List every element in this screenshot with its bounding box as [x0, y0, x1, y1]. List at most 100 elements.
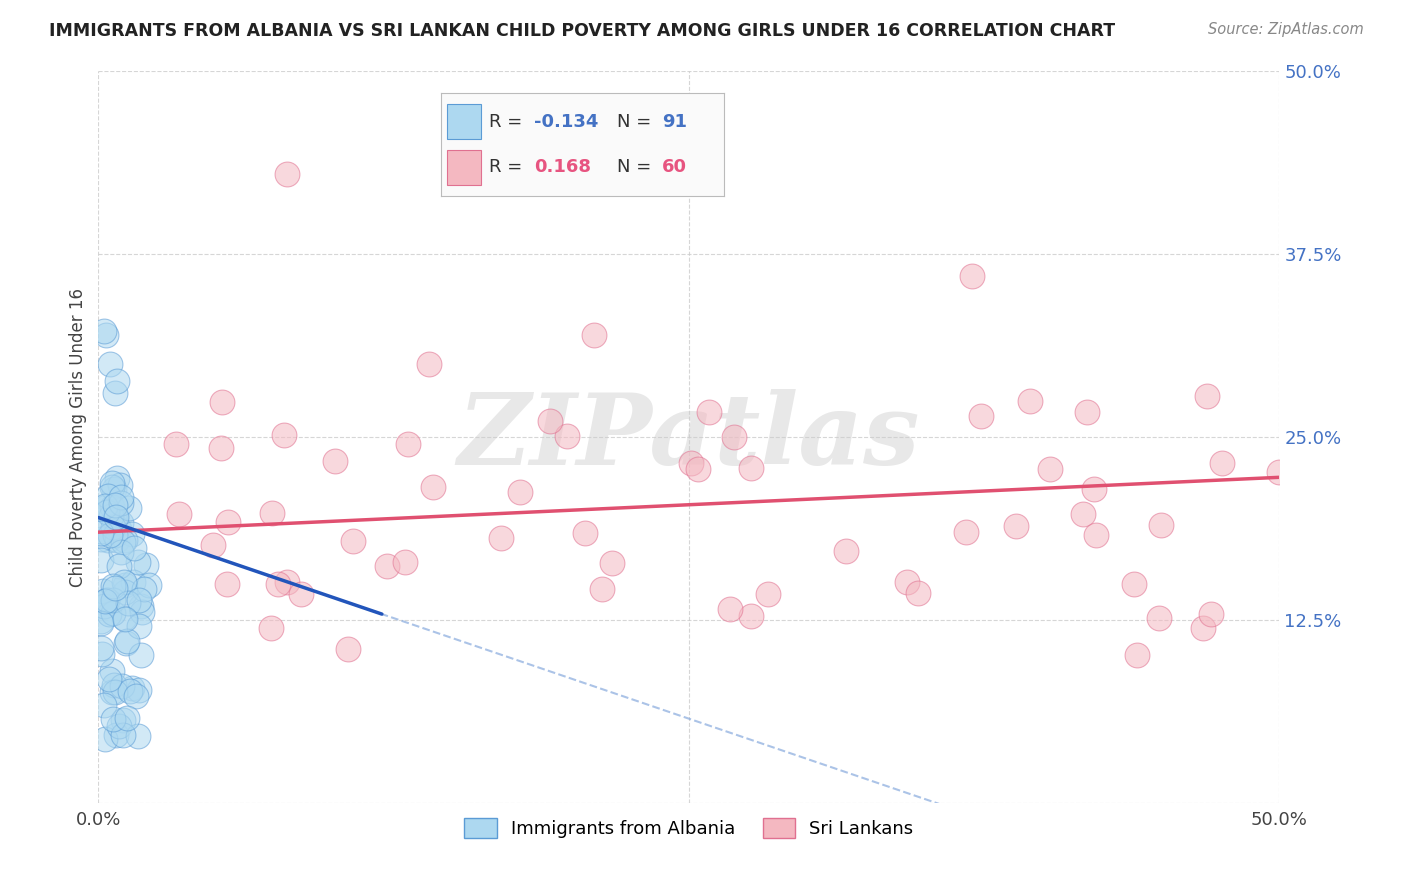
Point [375, 559, 398, 574]
Point [323, 454, 346, 468]
Point [110, 516, 132, 530]
Point [104, 510, 127, 524]
Point [1123, 577, 1146, 591]
Point [337, 642, 360, 657]
Point [96, 593, 118, 607]
Point [101, 520, 124, 534]
Point [118, 500, 141, 515]
Point [101, 593, 124, 607]
Legend: Immigrants from Albania, Sri Lankans: Immigrants from Albania, Sri Lankans [457, 811, 921, 845]
Point [273, 428, 295, 442]
Point [103, 482, 125, 496]
Point [107, 558, 129, 573]
Point [1084, 528, 1107, 542]
Point [108, 719, 131, 733]
Point [679, 456, 702, 470]
Point [122, 541, 145, 555]
Point [509, 484, 531, 499]
Text: IMMIGRANTS FROM ALBANIA VS SRI LANKAN CHILD POVERTY AMONG GIRLS UNDER 16 CORRELA: IMMIGRANTS FROM ALBANIA VS SRI LANKAN CH… [49, 22, 1115, 40]
Point [342, 534, 364, 549]
Point [101, 606, 124, 620]
Point [93, 594, 115, 608]
Point [101, 712, 124, 726]
Point [574, 525, 596, 540]
Point [127, 555, 149, 569]
Point [1005, 518, 1028, 533]
Point [103, 579, 125, 593]
Point [112, 574, 135, 589]
Point [105, 470, 128, 484]
Point [740, 461, 762, 475]
Point [1039, 462, 1062, 476]
Point [101, 481, 124, 495]
Point [1199, 607, 1222, 622]
Point [94, 500, 117, 514]
Point [114, 636, 136, 650]
Point [105, 374, 128, 388]
Point [128, 619, 150, 633]
Point [262, 506, 284, 520]
Point [112, 713, 135, 727]
Point [127, 729, 149, 743]
Point [96, 592, 118, 607]
Point [131, 648, 153, 662]
Point [211, 395, 233, 409]
Point [94, 327, 117, 342]
Point [115, 633, 138, 648]
Point [121, 527, 143, 541]
Point [114, 585, 136, 599]
Point [108, 522, 131, 536]
Point [128, 683, 150, 698]
Point [1083, 482, 1105, 496]
Point [134, 582, 156, 597]
Point [290, 587, 312, 601]
Point [93, 599, 115, 613]
Point [489, 531, 512, 545]
Point [128, 592, 150, 607]
Point [1071, 508, 1094, 522]
Text: Source: ZipAtlas.com: Source: ZipAtlas.com [1208, 22, 1364, 37]
Point [104, 498, 127, 512]
Point [110, 490, 132, 504]
Point [98, 357, 121, 371]
Point [100, 508, 122, 523]
Point [97, 533, 120, 548]
Point [688, 462, 710, 476]
Point [98, 528, 121, 542]
Point [600, 556, 623, 570]
Point [115, 711, 138, 725]
Point [101, 500, 124, 515]
Point [396, 437, 419, 451]
Point [121, 575, 143, 590]
Point [135, 558, 157, 573]
Point [211, 441, 233, 455]
Point [96, 505, 118, 519]
Point [97, 607, 120, 621]
Point [90, 552, 112, 566]
Point [118, 684, 141, 698]
Point [90, 524, 112, 539]
Point [583, 327, 606, 342]
Point [114, 533, 136, 547]
Point [104, 510, 127, 524]
Point [1076, 405, 1098, 419]
Point [111, 679, 134, 693]
Point [103, 684, 125, 698]
Point [114, 611, 136, 625]
Point [93, 698, 115, 712]
Point [201, 538, 224, 552]
Point [104, 528, 127, 542]
Y-axis label: Child Poverty Among Girls Under 16: Child Poverty Among Girls Under 16 [69, 287, 87, 587]
Point [394, 555, 416, 569]
Point [104, 728, 127, 742]
Point [93, 324, 115, 338]
Point [104, 386, 127, 401]
Point [215, 577, 238, 591]
Point [93, 731, 115, 746]
Point [91, 647, 114, 661]
Point [114, 578, 136, 592]
Point [907, 586, 929, 600]
Point [97, 489, 120, 503]
Point [103, 511, 125, 525]
Point [418, 357, 440, 371]
